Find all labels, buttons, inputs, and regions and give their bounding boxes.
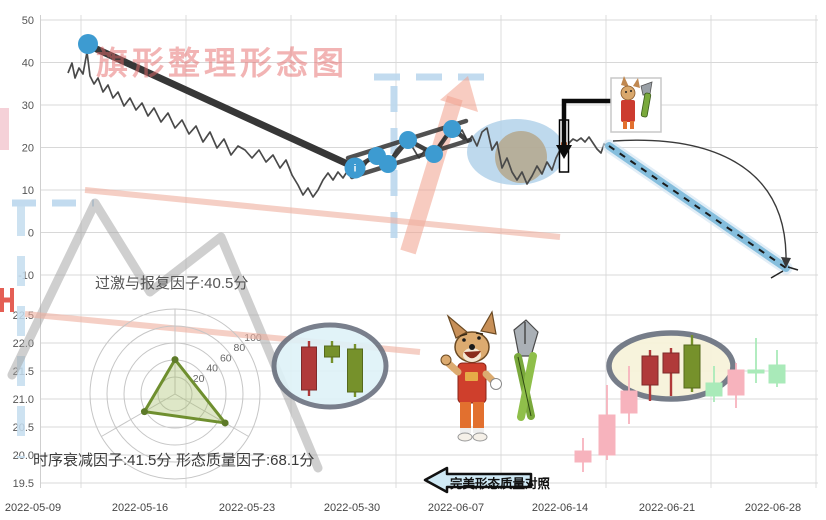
- xtick-date: 2022-05-09: [5, 502, 61, 514]
- ytick-top: 20: [22, 143, 34, 155]
- xtick-date: 2022-06-28: [745, 502, 801, 514]
- radar-ring-label: 40: [206, 363, 218, 375]
- info-icon[interactable]: i: [354, 164, 357, 175]
- candle-body: [683, 344, 701, 389]
- ytick-top: 50: [22, 15, 34, 27]
- xtick-date: 2022-05-30: [324, 502, 380, 514]
- watermark-title: 旗形整理形态图: [96, 45, 349, 81]
- flag-dot[interactable]: [78, 34, 98, 54]
- flag-vertex-dots[interactable]: i: [78, 34, 461, 179]
- projection-end-tick-right: [787, 266, 799, 271]
- flag-dot[interactable]: [399, 131, 417, 149]
- mascot-dog-small-icon: [620, 76, 640, 129]
- return-arc: [612, 139, 787, 263]
- radar-ring-label: 20: [193, 373, 205, 385]
- ytick-top: 10: [22, 185, 34, 197]
- mascot-badge-frame: [610, 77, 662, 133]
- up-arrow-head: [440, 76, 478, 112]
- edge-pink-fragment: [0, 108, 9, 150]
- candle-body: [620, 390, 638, 414]
- reference-pattern-ellipse: [271, 322, 389, 410]
- candle-body: [347, 348, 363, 393]
- radar-spoke: [101, 393, 176, 437]
- breakout-annotation: [556, 76, 662, 173]
- ytick-top: 40: [22, 58, 34, 70]
- candle-body: [301, 346, 317, 391]
- edge-red-h-glyph: [0, 288, 14, 312]
- radar-vertex-dot: [171, 356, 179, 364]
- flag-dot[interactable]: [425, 145, 443, 163]
- zigzag-wave: [7, 198, 323, 473]
- candle-body: [768, 364, 786, 384]
- candle-body: [598, 414, 616, 456]
- flagpole-trendline: [86, 42, 356, 170]
- projection-band-dashes: [608, 145, 787, 269]
- xtick-date: 2022-05-16: [112, 502, 168, 514]
- perfect-pattern-callout-label[interactable]: 完美形态质量对照: [450, 477, 551, 491]
- mascot-badge: [610, 76, 662, 133]
- elbow-arrow: [561, 98, 612, 147]
- factor-overreaction-label: 过激与报复因子:40.5分: [95, 275, 249, 292]
- factor-quality-label: 形态质量因子:68.1分: [176, 452, 315, 469]
- ytick-top: 0: [28, 228, 34, 240]
- flag-dot[interactable]: [443, 120, 461, 138]
- projection-annotation: [602, 139, 799, 279]
- ytick-bottom: 21.0: [13, 394, 34, 406]
- perfect-pattern-callout-arrow[interactable]: [423, 466, 533, 494]
- xtick-date: 2022-05-23: [219, 502, 275, 514]
- candle-body: [641, 355, 659, 386]
- gridlines: [40, 15, 818, 488]
- candle-body: [705, 382, 723, 397]
- xtick-date: 2022-06-14: [532, 502, 588, 514]
- xtick-date: 2022-06-21: [639, 502, 695, 514]
- radar-ring-label: 60: [220, 352, 232, 364]
- pliers-small-icon: [640, 81, 653, 118]
- factor-decay-label: 时序衰减因子:41.5分: [33, 452, 172, 469]
- ytick-top: 30: [22, 100, 34, 112]
- channel-line-upper: [84, 187, 561, 240]
- flag-dot[interactable]: [379, 155, 397, 173]
- radar-vertex-dot: [221, 419, 229, 427]
- flag-dot[interactable]: [344, 157, 366, 179]
- candle-body: [747, 369, 765, 374]
- xtick-date: 2022-06-07: [428, 502, 484, 514]
- factor-radar-chart: [89, 308, 261, 480]
- daily-candles: [574, 335, 786, 472]
- return-arc-head: [781, 257, 791, 268]
- radar-vertex-dot: [140, 408, 148, 416]
- candle-body: [324, 345, 340, 358]
- radar-ring-label: 80: [234, 342, 246, 354]
- flag-lower-trendline: [349, 137, 473, 180]
- consolidation-highlight-circle: [495, 131, 547, 183]
- radar-polygon: [142, 358, 227, 425]
- candle-body: [574, 450, 592, 463]
- ytick-bottom: 19.5: [13, 478, 34, 490]
- candle-body: [662, 352, 680, 374]
- candle-body: [727, 369, 745, 396]
- mascot-dog-large: [440, 310, 502, 442]
- projection-end-tick-left: [770, 270, 784, 279]
- radar-spoke: [174, 393, 249, 437]
- pliers-large-icon: [513, 319, 539, 421]
- reference-pattern-candles: [301, 341, 363, 397]
- elbow-arrow-head: [556, 145, 572, 159]
